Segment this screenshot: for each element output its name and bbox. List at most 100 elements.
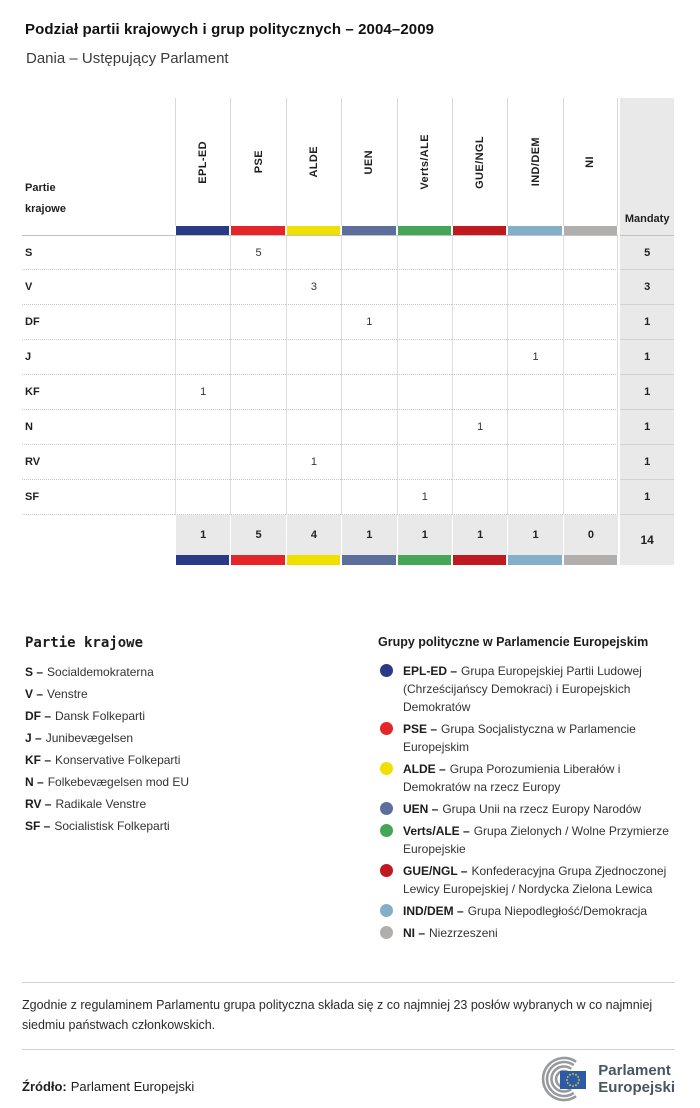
seat-cell	[230, 480, 286, 515]
group-legend-item: PSE – Grupa Socjalistyczna w Parlamencie …	[378, 720, 675, 756]
seat-cell	[451, 305, 508, 340]
column-header-UEN: UEN	[341, 98, 396, 226]
seat-cell	[507, 445, 563, 480]
party-legend-item: RV – Radikale Venstre	[25, 797, 378, 812]
party-label-RV: RV	[22, 445, 175, 480]
header-color-bar-ALDE	[286, 226, 341, 235]
group-name: Grupa Zielonych / Wolne Przymierze Europ…	[403, 824, 669, 856]
mandaty-cell: 1	[620, 305, 675, 340]
column-header-label: Verts/ALE	[418, 134, 431, 190]
party-legend-heading: Partie krajowe	[25, 635, 144, 651]
group-legend: Grupy polityczne w Parlamencie Europejsk…	[378, 635, 675, 946]
column-header-label: GUE/NGL	[474, 135, 487, 189]
group-name: Grupa Porozumienia Liberałów i Demokrató…	[403, 762, 621, 794]
total-color-bar-GUE/NGL	[452, 555, 507, 565]
column-header-label: PSE	[252, 150, 265, 174]
seat-cell	[285, 410, 342, 445]
column-header-mandaty: Mandaty	[620, 98, 675, 235]
seat-cell	[396, 305, 452, 340]
party-legend-item: S – Socialdemokraterna	[25, 665, 378, 680]
page-subtitle: Dania – Ustępujący Parlament	[26, 50, 229, 67]
group-description: UEN – Grupa Unii na rzecz Europy Narodów	[403, 800, 675, 818]
party-name: Venstre	[47, 687, 88, 701]
seat-cell	[341, 340, 397, 375]
party-legend-item: J – Junibevægelsen	[25, 731, 378, 746]
table-corner: Partie krajowe	[22, 98, 175, 226]
total-color-bar-ALDE	[286, 555, 341, 565]
seat-cell	[396, 445, 452, 480]
legends-section: Partie krajowe S – Socialdemokraterna V – V…	[25, 635, 675, 946]
column-header-EPL-ED: EPL-ED	[175, 98, 230, 226]
legend-color-dot-icon	[380, 864, 393, 877]
party-name: Socialdemokraterna	[47, 665, 154, 679]
party-legend-item: KF – Konservative Folkeparti	[25, 753, 378, 768]
party-label: DF	[25, 316, 40, 328]
seat-cell	[507, 305, 563, 340]
party-abbr: KF –	[25, 753, 52, 767]
seat-cell	[230, 270, 286, 305]
group-description: IND/DEM – Grupa Niepodległość/Demokracja	[403, 902, 675, 920]
group-legend-heading: Grupy polityczne w Parlamencie Europejsk…	[378, 635, 649, 649]
seat-cell	[175, 480, 231, 515]
seat-cell	[562, 340, 619, 375]
party-label: V	[25, 281, 33, 293]
column-header-label: IND/DEM	[529, 137, 542, 187]
legend-color-dot-icon	[380, 904, 393, 917]
seat-cell	[396, 340, 452, 375]
group-code: Verts/ALE –	[403, 824, 470, 838]
group-code: UEN –	[403, 802, 439, 816]
seat-cell: 1	[507, 340, 563, 375]
column-header-GUE/NGL: GUE/NGL	[451, 98, 507, 226]
group-code: PSE –	[403, 722, 438, 736]
seat-cell	[341, 480, 397, 515]
legend-color-dot-icon	[380, 762, 393, 775]
party-label-V: V	[22, 270, 175, 305]
seat-cell	[175, 340, 231, 375]
seat-cell	[285, 305, 342, 340]
seat-cell	[285, 235, 342, 270]
total-cell: 1	[507, 515, 563, 555]
group-name: Grupa Socjalistyczna w Parlamencie Europ…	[403, 722, 636, 754]
page-title: Podział partii krajowych i grup politycz…	[25, 21, 435, 38]
seat-cell: 1	[175, 375, 231, 410]
party-legend-item: DF – Dansk Folkeparti	[25, 709, 378, 724]
mandaty-cell: 1	[620, 410, 675, 445]
mandaty-cell: 3	[620, 270, 675, 305]
seat-cell	[562, 375, 619, 410]
party-label: J	[25, 351, 32, 363]
group-code: IND/DEM –	[403, 904, 464, 918]
party-abbr: S –	[25, 665, 44, 679]
seat-cell: 1	[285, 445, 342, 480]
party-legend-list: S – Socialdemokraterna V – Venstre DF – Dansk…	[25, 665, 378, 834]
legend-color-dot-icon	[380, 926, 393, 939]
party-legend-item: SF – Socialistisk Folkeparti	[25, 819, 378, 834]
party-abbr: J –	[25, 731, 42, 745]
divider-bottom	[22, 1049, 675, 1050]
party-label: RV	[25, 456, 41, 468]
header-color-bar-NI	[563, 226, 618, 235]
seat-cell	[341, 410, 397, 445]
party-abbr: RV –	[25, 797, 52, 811]
total-color-bar-Verts/ALE	[397, 555, 451, 565]
party-abbr: DF –	[25, 709, 52, 723]
group-legend-item: UEN – Grupa Unii na rzecz Europy Narodów	[378, 800, 675, 818]
logo-text: Parlament Europejski	[598, 1062, 675, 1096]
party-abbr: N –	[25, 775, 44, 789]
seat-cell: 3	[285, 270, 342, 305]
group-legend-list: EPL-ED – Grupa Europejskiej Partii Ludowe…	[378, 662, 675, 942]
header-color-bar-PSE	[231, 226, 285, 235]
seat-cell: 1	[396, 480, 452, 515]
group-code: ALDE –	[403, 762, 446, 776]
mandaty-header-label: Mandaty	[624, 213, 670, 225]
legend-color-dot-icon	[380, 722, 393, 735]
column-header-label: UEN	[363, 149, 376, 175]
mandaty-cell: 1	[620, 445, 675, 480]
seat-cell	[507, 375, 563, 410]
party-label-KF: KF	[22, 375, 175, 410]
seat-cell: 1	[341, 305, 397, 340]
seat-cell	[562, 445, 619, 480]
total-color-bar-EPL-ED	[176, 555, 230, 565]
header-color-bar-IND/DEM	[508, 226, 562, 235]
party-label-S: S	[22, 235, 175, 270]
group-description: EPL-ED – Grupa Europejskiej Partii Ludowe…	[403, 662, 675, 716]
